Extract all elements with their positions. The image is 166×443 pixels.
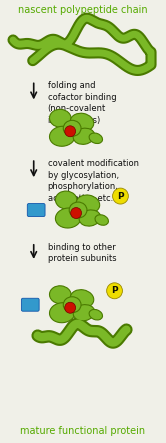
Ellipse shape: [49, 109, 71, 127]
Ellipse shape: [63, 297, 81, 313]
Ellipse shape: [49, 286, 71, 304]
Ellipse shape: [73, 128, 95, 144]
Ellipse shape: [95, 215, 108, 225]
Ellipse shape: [70, 290, 94, 308]
Circle shape: [65, 302, 76, 313]
FancyBboxPatch shape: [27, 203, 45, 217]
Ellipse shape: [63, 120, 81, 136]
Text: folding and
cofactor binding
(non-covalent
interactions): folding and cofactor binding (non-covale…: [47, 82, 116, 125]
Ellipse shape: [49, 303, 75, 323]
FancyBboxPatch shape: [21, 298, 39, 311]
Ellipse shape: [69, 202, 87, 218]
Text: P: P: [117, 191, 124, 201]
Ellipse shape: [89, 133, 103, 144]
Circle shape: [71, 207, 82, 218]
Text: covalent modification
by glycosylation,
phosphorylation,
acetylation etc.: covalent modification by glycosylation, …: [47, 159, 138, 202]
Ellipse shape: [79, 210, 101, 226]
Text: mature functional protein: mature functional protein: [20, 426, 146, 436]
Circle shape: [65, 126, 76, 137]
Text: P: P: [111, 286, 118, 295]
Circle shape: [113, 188, 128, 204]
Ellipse shape: [70, 113, 94, 132]
Ellipse shape: [55, 208, 81, 228]
Ellipse shape: [73, 305, 95, 321]
Ellipse shape: [76, 195, 100, 213]
Ellipse shape: [89, 310, 103, 320]
Ellipse shape: [49, 126, 75, 146]
Text: nascent polypeptide chain: nascent polypeptide chain: [18, 5, 148, 15]
Ellipse shape: [55, 191, 77, 209]
Text: binding to other
protein subunits: binding to other protein subunits: [47, 243, 116, 264]
Circle shape: [107, 283, 123, 299]
